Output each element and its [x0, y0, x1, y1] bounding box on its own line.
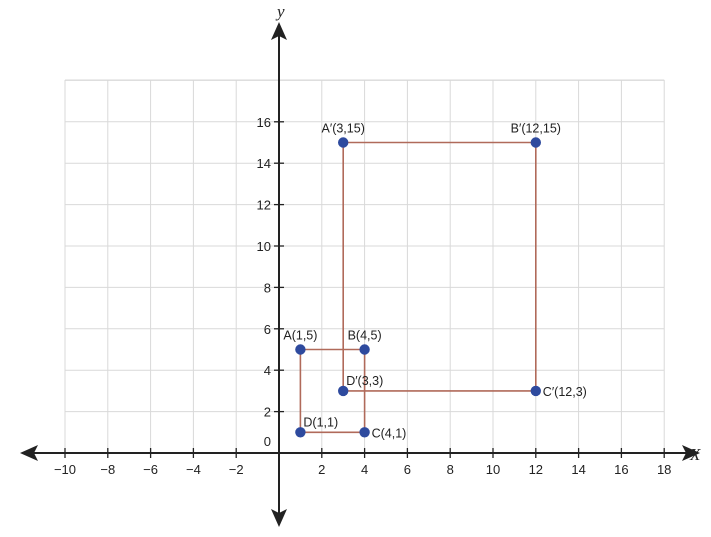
- y-tick-label: 0: [264, 434, 271, 449]
- x-tick-label: 6: [404, 462, 411, 477]
- x-tick-label: 4: [361, 462, 368, 477]
- x-tick-label: 16: [614, 462, 628, 477]
- y-tick-label: 16: [257, 115, 271, 130]
- y-tick-label: 12: [257, 198, 271, 213]
- vertex-point: [295, 427, 306, 438]
- y-axis-bottom-arrow: [271, 509, 287, 527]
- vertex-label: C′(12,3): [543, 385, 587, 399]
- x-tick-label: −8: [100, 462, 115, 477]
- x-axis-label: X: [689, 445, 701, 464]
- vertex-label: B(4,5): [348, 329, 382, 343]
- y-tick-label: 8: [264, 280, 271, 295]
- points: A(1,5) B(4,5) C(4,1) D(1,1) A′(3,15) B′(12,15…: [283, 122, 586, 441]
- y-tick-label: 4: [264, 363, 271, 378]
- x-tick-label: 10: [486, 462, 500, 477]
- vertex-point: [295, 344, 306, 355]
- vertex-label: A(1,5): [283, 329, 317, 343]
- vertex-label: A′(3,15): [322, 122, 365, 136]
- x-tick-label: 8: [447, 462, 454, 477]
- y-tick-label: 2: [264, 405, 271, 420]
- x-axis-right-arrow: [682, 445, 700, 461]
- polygon-outline: [342, 141, 537, 392]
- vertex-point: [338, 385, 349, 397]
- y-tick-label: 10: [257, 239, 271, 254]
- vertex-point: [359, 427, 370, 438]
- vertex-point: [530, 137, 541, 148]
- vertex-label: B′(12,15): [511, 122, 561, 136]
- y-tick-label: 6: [264, 322, 271, 337]
- x-axis-left-arrow: [20, 445, 38, 461]
- vertex-point: [530, 385, 541, 397]
- y-axis-label: y: [275, 2, 285, 21]
- vertex-label: C(4,1): [372, 426, 407, 440]
- y-axis-top-arrow: [271, 22, 287, 40]
- x-tick-label: 12: [529, 462, 543, 477]
- x-tick-label: −6: [143, 462, 158, 477]
- y-tick-label: 14: [257, 156, 271, 171]
- x-tick-label: 18: [657, 462, 671, 477]
- x-tick-label: 14: [571, 462, 585, 477]
- x-tick-label: −4: [186, 462, 201, 477]
- vertex-point: [359, 344, 370, 355]
- x-tick-label: 2: [318, 462, 325, 477]
- vertex-label: D(1,1): [303, 415, 338, 429]
- ticks: −10 −8 −6 −4 −2 2 4 6 8 10 12 14 16 18 0 2 4 6 8 10 12 14 16: [54, 115, 671, 477]
- x-tick-label: −2: [229, 462, 244, 477]
- vertex-point: [338, 137, 349, 148]
- x-tick-label: −10: [54, 462, 76, 477]
- vertex-label: D′(3,3): [346, 374, 383, 388]
